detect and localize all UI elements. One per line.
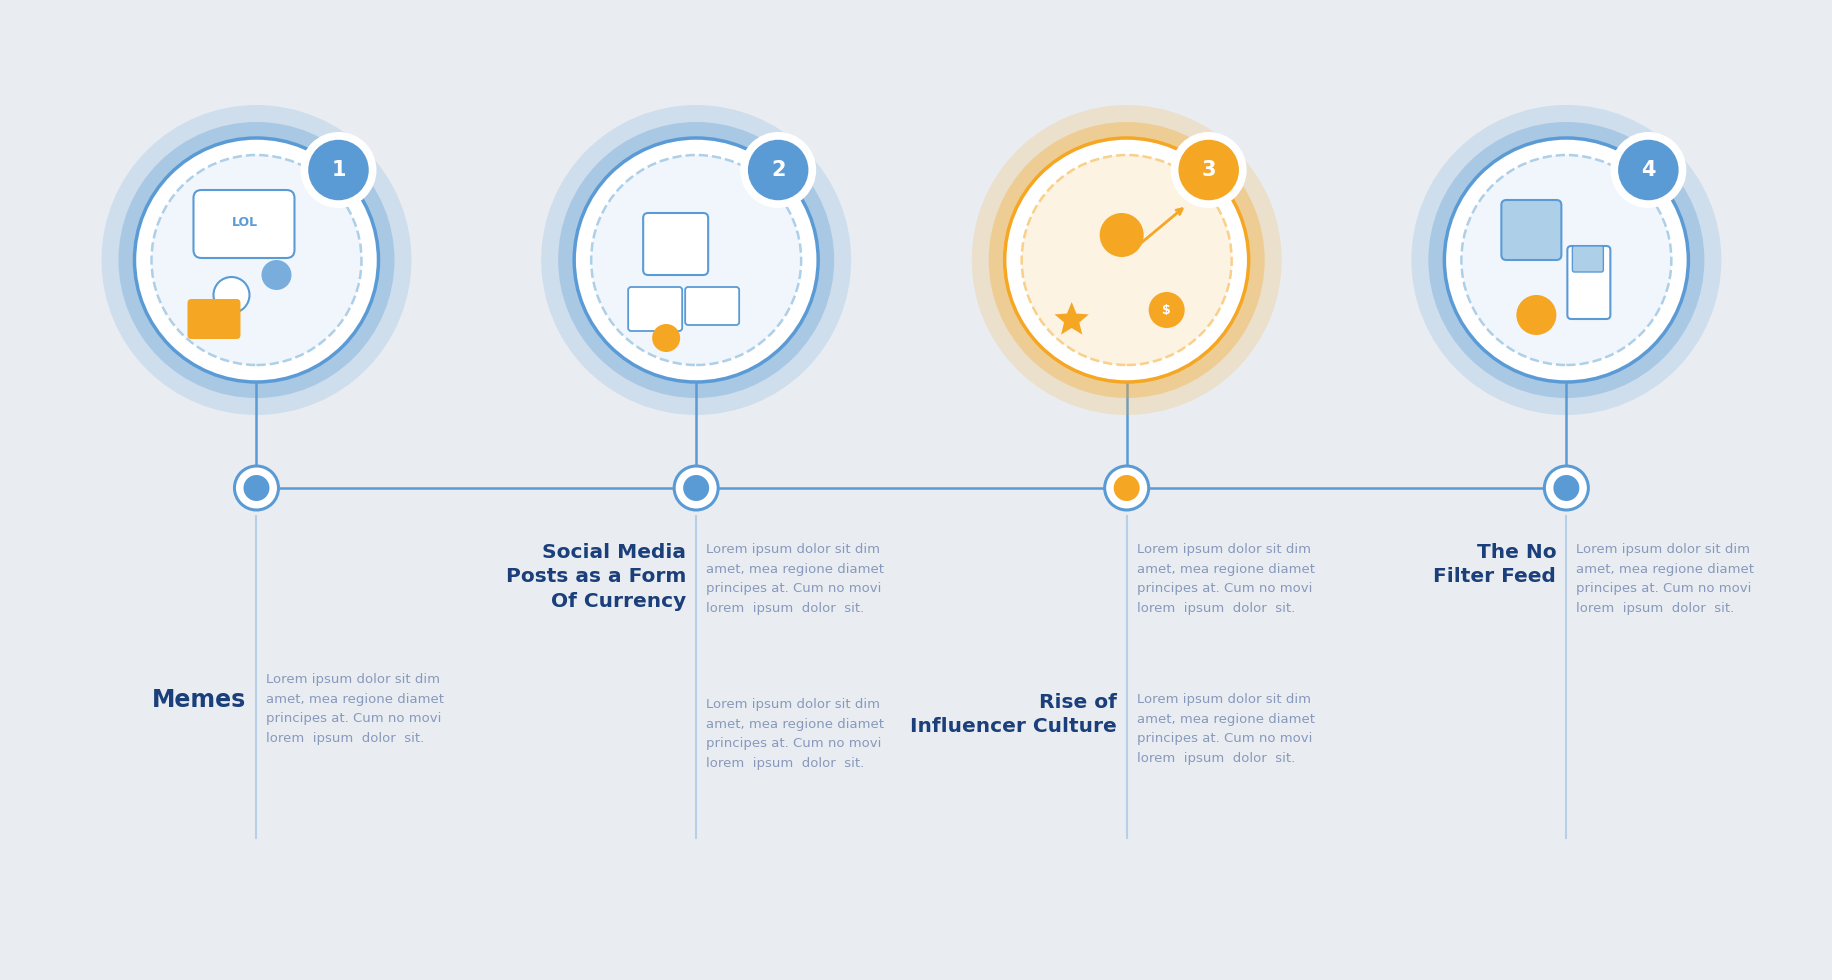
Circle shape xyxy=(540,105,852,415)
FancyBboxPatch shape xyxy=(1568,246,1610,319)
Text: LOL: LOL xyxy=(231,216,258,228)
Circle shape xyxy=(1554,475,1579,501)
Circle shape xyxy=(740,132,817,208)
Circle shape xyxy=(1517,295,1557,335)
FancyBboxPatch shape xyxy=(1502,200,1561,260)
Circle shape xyxy=(1616,138,1680,202)
Circle shape xyxy=(244,475,269,501)
Circle shape xyxy=(101,105,412,415)
Circle shape xyxy=(1444,138,1689,382)
Circle shape xyxy=(306,138,370,202)
Circle shape xyxy=(134,138,379,382)
FancyBboxPatch shape xyxy=(628,287,682,331)
Circle shape xyxy=(1544,466,1588,510)
Circle shape xyxy=(1429,122,1704,398)
Circle shape xyxy=(1099,213,1143,257)
Circle shape xyxy=(262,260,291,290)
Circle shape xyxy=(1176,138,1240,202)
Text: 4: 4 xyxy=(1641,160,1656,180)
FancyBboxPatch shape xyxy=(643,213,709,275)
Circle shape xyxy=(119,122,394,398)
Text: 2: 2 xyxy=(771,160,786,180)
Circle shape xyxy=(1610,132,1687,208)
Circle shape xyxy=(573,138,819,382)
Circle shape xyxy=(300,132,377,208)
Circle shape xyxy=(559,122,834,398)
FancyBboxPatch shape xyxy=(685,287,738,325)
Circle shape xyxy=(746,138,810,202)
Circle shape xyxy=(214,277,249,313)
Circle shape xyxy=(1105,466,1149,510)
Circle shape xyxy=(1004,138,1249,382)
Text: Memes: Memes xyxy=(152,688,247,712)
Circle shape xyxy=(1462,155,1671,365)
Polygon shape xyxy=(1055,302,1088,334)
Text: Lorem ipsum dolor sit dim
amet, mea regione diamet
principes at. Cum no movi
lor: Lorem ipsum dolor sit dim amet, mea regi… xyxy=(1136,543,1315,614)
Circle shape xyxy=(683,475,709,501)
Circle shape xyxy=(152,155,361,365)
Text: Lorem ipsum dolor sit dim
amet, mea regione diamet
principes at. Cum no movi
lor: Lorem ipsum dolor sit dim amet, mea regi… xyxy=(705,698,885,769)
Circle shape xyxy=(1114,475,1140,501)
FancyBboxPatch shape xyxy=(1572,246,1603,272)
Text: 1: 1 xyxy=(332,160,346,180)
Circle shape xyxy=(971,105,1282,415)
Text: $: $ xyxy=(1161,304,1171,317)
FancyBboxPatch shape xyxy=(187,299,240,339)
Circle shape xyxy=(234,466,278,510)
Circle shape xyxy=(1171,132,1248,208)
Text: The No
Filter Feed: The No Filter Feed xyxy=(1433,543,1557,586)
Circle shape xyxy=(989,122,1264,398)
Text: Lorem ipsum dolor sit dim
amet, mea regione diamet
principes at. Cum no movi
lor: Lorem ipsum dolor sit dim amet, mea regi… xyxy=(1136,693,1315,764)
Circle shape xyxy=(652,324,680,352)
Circle shape xyxy=(674,466,718,510)
Text: Lorem ipsum dolor sit dim
amet, mea regione diamet
principes at. Cum no movi
lor: Lorem ipsum dolor sit dim amet, mea regi… xyxy=(266,673,445,745)
Circle shape xyxy=(1022,155,1231,365)
FancyBboxPatch shape xyxy=(194,190,295,258)
Text: Lorem ipsum dolor sit dim
amet, mea regione diamet
principes at. Cum no movi
lor: Lorem ipsum dolor sit dim amet, mea regi… xyxy=(1576,543,1755,614)
Circle shape xyxy=(1411,105,1722,415)
Circle shape xyxy=(1149,292,1185,328)
Text: Social Media
Posts as a Form
Of Currency: Social Media Posts as a Form Of Currency xyxy=(506,543,687,611)
Text: Lorem ipsum dolor sit dim
amet, mea regione diamet
principes at. Cum no movi
lor: Lorem ipsum dolor sit dim amet, mea regi… xyxy=(705,543,885,614)
Text: Rise of
Influencer Culture: Rise of Influencer Culture xyxy=(911,693,1118,736)
Text: 3: 3 xyxy=(1202,160,1216,180)
Circle shape xyxy=(592,155,801,365)
